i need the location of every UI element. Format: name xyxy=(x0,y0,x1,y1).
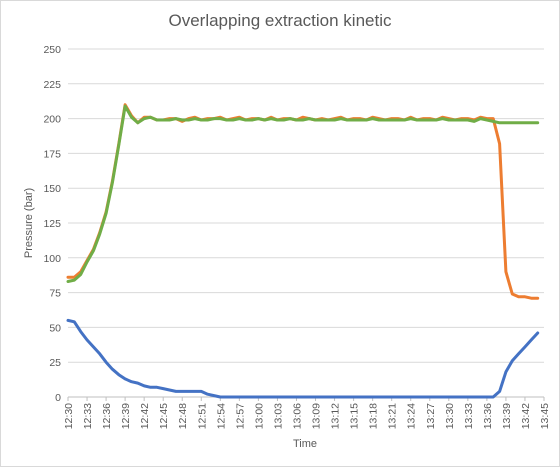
x-tick-label: 12:54 xyxy=(215,403,227,429)
x-tick-label: 12:51 xyxy=(196,403,208,429)
x-tick-label: 13:06 xyxy=(291,403,303,429)
x-tick-label: 13:03 xyxy=(272,403,284,429)
y-tick-labels: 0 25 50 75 100 125 150 175 200 225 250 xyxy=(43,44,61,404)
x-tick-label: 13:24 xyxy=(406,403,418,429)
y-axis-title: Pressure (bar) xyxy=(23,188,35,258)
y-tick-label: 100 xyxy=(43,253,61,265)
y-tick-label: 175 xyxy=(43,148,61,160)
series-line-1 xyxy=(66,103,540,300)
x-tick-label: 13:39 xyxy=(501,403,513,429)
x-tick-label: 13:42 xyxy=(520,403,532,429)
y-tick-label: 75 xyxy=(49,288,61,300)
y-tick-label: 150 xyxy=(43,183,61,195)
x-tick-label: 13:27 xyxy=(425,403,437,429)
x-tick-label: 13:12 xyxy=(330,403,342,429)
series-line-2 xyxy=(66,104,540,283)
x-tick-label: 12:45 xyxy=(158,403,170,429)
x-tick-label: 13:21 xyxy=(387,403,399,429)
y-tick-label: 0 xyxy=(55,392,61,404)
x-tick-label: 12:39 xyxy=(120,403,132,429)
y-tick-label: 50 xyxy=(49,322,61,334)
y-tick-label: 225 xyxy=(43,79,61,91)
y-tick-label: 200 xyxy=(43,114,61,126)
x-tick-label: 13:36 xyxy=(482,403,494,429)
x-tick-label: 13:00 xyxy=(253,403,265,429)
x-tick-label: 12:48 xyxy=(177,403,189,429)
x-tick-label: 13:33 xyxy=(463,403,475,429)
x-tick-label: 13:45 xyxy=(539,403,551,429)
gridlines xyxy=(67,48,545,401)
chart-title: Overlapping extraction kinetic xyxy=(168,11,392,30)
x-tick-label: 12:30 xyxy=(63,403,75,429)
series-line-3 xyxy=(66,318,540,399)
x-tick-label: 12:57 xyxy=(234,403,246,429)
x-tick-label: 12:33 xyxy=(82,403,94,429)
x-tick-label: 12:42 xyxy=(139,403,151,429)
y-tick-label: 125 xyxy=(43,218,61,230)
x-axis-title: Time xyxy=(293,438,317,450)
series-lines xyxy=(66,103,540,399)
x-tick-label: 13:30 xyxy=(444,403,456,429)
x-tick-label: 12:36 xyxy=(101,403,113,429)
x-tick-labels: 12:30 12:33 12:36 12:39 12:42 12:45 12:48 12:51… xyxy=(63,403,551,429)
x-tick-label: 13:15 xyxy=(349,403,361,429)
y-tick-label: 25 xyxy=(49,357,61,369)
x-tick-label: 13:18 xyxy=(368,403,380,429)
x-tick-label: 13:09 xyxy=(311,403,323,429)
y-tick-label: 250 xyxy=(43,44,61,56)
